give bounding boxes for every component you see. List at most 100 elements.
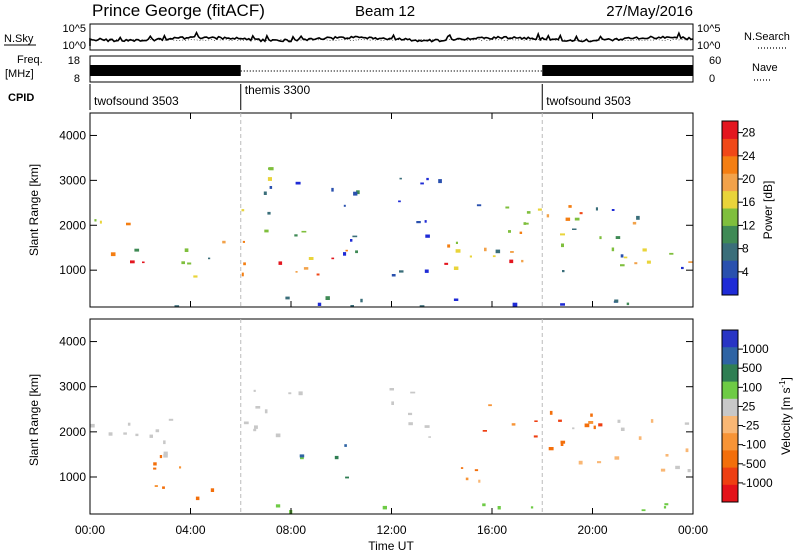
station-title: Prince George (fitACF) <box>92 1 265 20</box>
x-tick-label-7: 00:00 <box>678 523 708 537</box>
power-colorbar-tick-label-7: 28 <box>742 126 756 140</box>
noise-left-tick-bottom: 10^0 <box>62 40 86 52</box>
power-colorbar-tick-label-3: 12 <box>742 218 756 232</box>
noise-panel: N.Sky 10^5 10^0 10^5 10^0 N.Search <box>4 23 790 52</box>
freq-left-tick-bottom: 8 <box>74 73 80 85</box>
velocity-y-ticks: 1000 2000 3000 4000 <box>59 335 693 484</box>
frequency-trace-twofsound-1 <box>90 65 241 76</box>
velocity-colorbar-cell-3 <box>722 364 738 383</box>
velocity-colorbar-tick-label-1: 1000 <box>742 342 769 356</box>
y-tick-label-2: 2000 <box>59 425 86 439</box>
velocity-colorbar-frame <box>721 329 739 503</box>
cpid-segment-3: twofsound 3503 <box>546 94 631 108</box>
power-colorbar-tick-label-5: 20 <box>742 172 756 186</box>
velocity-colorbar-cell-7 <box>722 433 738 451</box>
mhz-label: [MHz] <box>5 68 34 80</box>
power-colorbar-cell-8 <box>722 155 738 174</box>
cpid-panel: CPID twofsound 3503 themis 3300 twofsoun… <box>8 83 631 110</box>
velocity-colorbar-tick-label-6: -100 <box>742 438 766 452</box>
power-colorbar-cell-10 <box>722 121 738 139</box>
velocity-y-axis-label: Slant Range [km] <box>27 374 41 466</box>
noise-sky-trace <box>89 30 694 46</box>
velocity-colorbar-cell-2 <box>722 347 738 365</box>
velocity-colorbar-cells <box>722 330 738 503</box>
x-tick-label-3: 08:00 <box>276 523 306 537</box>
x-tick-label-4: 12:00 <box>376 523 406 537</box>
frequency-trace-twofsound-2 <box>542 65 693 76</box>
power-colorbar-tick-label-2: 8 <box>742 242 749 256</box>
power-panel: 1000 2000 3000 4000 Slant Range [km] <box>27 112 694 308</box>
nave-right-tick-top: 60 <box>709 55 721 67</box>
freq-label: Freq. <box>17 54 43 66</box>
power-colorbar-cell-9 <box>722 138 738 157</box>
power-panel-frame <box>89 112 694 308</box>
velocity-colorbar-cell-9 <box>722 467 738 486</box>
y-tick-label-4: 4000 <box>59 335 86 349</box>
power-colorbar-cell-7 <box>722 173 738 192</box>
power-mode-change-lines <box>240 113 543 307</box>
y-tick-label-1: 1000 <box>59 470 86 484</box>
y-tick-label-3: 3000 <box>59 173 86 187</box>
power-colorbar-cell-1 <box>722 277 738 296</box>
velocity-colorbar-tick-label-4: 25 <box>742 399 756 413</box>
cpid-label: CPID <box>8 92 34 104</box>
y-tick-label-1: 1000 <box>59 263 86 277</box>
x-tick-label-6: 20:00 <box>577 523 607 537</box>
velocity-colorbar-tick-label-2: 500 <box>742 361 762 375</box>
y-tick-label-4: 4000 <box>59 128 86 142</box>
power-colorbar-cell-3 <box>722 242 738 261</box>
velocity-colorbar-cell-8 <box>722 450 738 469</box>
y-tick-label-2: 2000 <box>59 218 86 232</box>
noise-right-tick-top: 10^5 <box>697 23 721 35</box>
power-colorbar-cell-2 <box>722 260 738 279</box>
power-colorbar-label: Power [dB] <box>761 181 775 240</box>
velocity-colorbar-tick-label-5: -25 <box>742 419 760 433</box>
velocity-colorbar-tick-label-7: -500 <box>742 457 766 471</box>
power-x-tick-marks <box>89 113 694 307</box>
power-colorbar-cell-6 <box>722 190 738 209</box>
velocity-mode-change-lines <box>240 319 543 514</box>
power-heatmap-cells <box>94 167 693 307</box>
velocity-colorbar-cell-4 <box>722 381 738 400</box>
n-search-label: N.Search <box>744 31 790 43</box>
velocity-colorbar-cell-6 <box>722 416 738 434</box>
power-colorbar-tick-label-4: 16 <box>742 195 756 209</box>
cpid-segment-1: twofsound 3503 <box>94 94 179 108</box>
velocity-colorbar-label-end: ] <box>779 377 793 380</box>
power-y-ticks: 1000 2000 3000 4000 <box>59 128 693 277</box>
velocity-colorbar-cell-1 <box>722 330 738 348</box>
y-tick-label-3: 3000 <box>59 380 86 394</box>
power-colorbar-cell-5 <box>722 208 738 226</box>
velocity-colorbar: 1000 500 100 25 -25 -100 -500 -1000 Velocity [m… <box>721 329 793 503</box>
velocity-colorbar-ticks: 1000 500 100 25 -25 -100 -500 -1000 <box>738 342 773 490</box>
velocity-colorbar-tick-label-3: 100 <box>742 380 762 394</box>
power-y-axis-label: Slant Range [km] <box>27 164 41 256</box>
frequency-panel: Freq. [MHz] 18 8 60 0 Nave <box>5 54 778 85</box>
velocity-colorbar-label-sup: -1 <box>778 380 787 388</box>
velocity-colorbar-label-main: Velocity [m s <box>779 388 793 455</box>
velocity-colorbar-tick-label-8: -1000 <box>742 476 773 490</box>
x-tick-label-2: 04:00 <box>175 523 205 537</box>
date-title: 27/May/2016 <box>606 3 693 20</box>
velocity-panel: 1000 2000 3000 4000 00:00 04:00 08:00 12:00 16:… <box>27 318 708 553</box>
beam-title: Beam 12 <box>355 3 415 20</box>
power-colorbar-frame <box>721 120 739 296</box>
velocity-colorbar-cell-10 <box>722 484 738 503</box>
power-colorbar-cells <box>722 121 738 296</box>
nave-right-tick-bottom: 0 <box>709 73 715 85</box>
velocity-colorbar-label: Velocity [m s-1] <box>778 377 793 455</box>
noise-left-tick-top: 10^5 <box>62 23 86 35</box>
cpid-segment-2: themis 3300 <box>245 83 311 97</box>
noise-right-tick-bottom: 10^0 <box>697 40 721 52</box>
n-sky-label: N.Sky <box>4 33 34 45</box>
velocity-colorbar-cell-5 <box>722 398 738 417</box>
velocity-heatmap-cells <box>90 388 693 514</box>
power-colorbar-ticks: 4 8 12 16 20 24 28 <box>738 126 756 279</box>
power-colorbar-tick-label-6: 24 <box>742 149 756 163</box>
velocity-x-ticks: 00:00 04:00 08:00 12:00 16:00 20:00 00:00 <box>75 508 708 537</box>
power-colorbar-tick-label-1: 4 <box>742 265 749 279</box>
power-colorbar: 4 8 12 16 20 24 28 Power [dB] <box>721 120 775 296</box>
freq-left-tick-top: 18 <box>68 55 80 67</box>
velocity-panel-frame <box>89 318 694 515</box>
